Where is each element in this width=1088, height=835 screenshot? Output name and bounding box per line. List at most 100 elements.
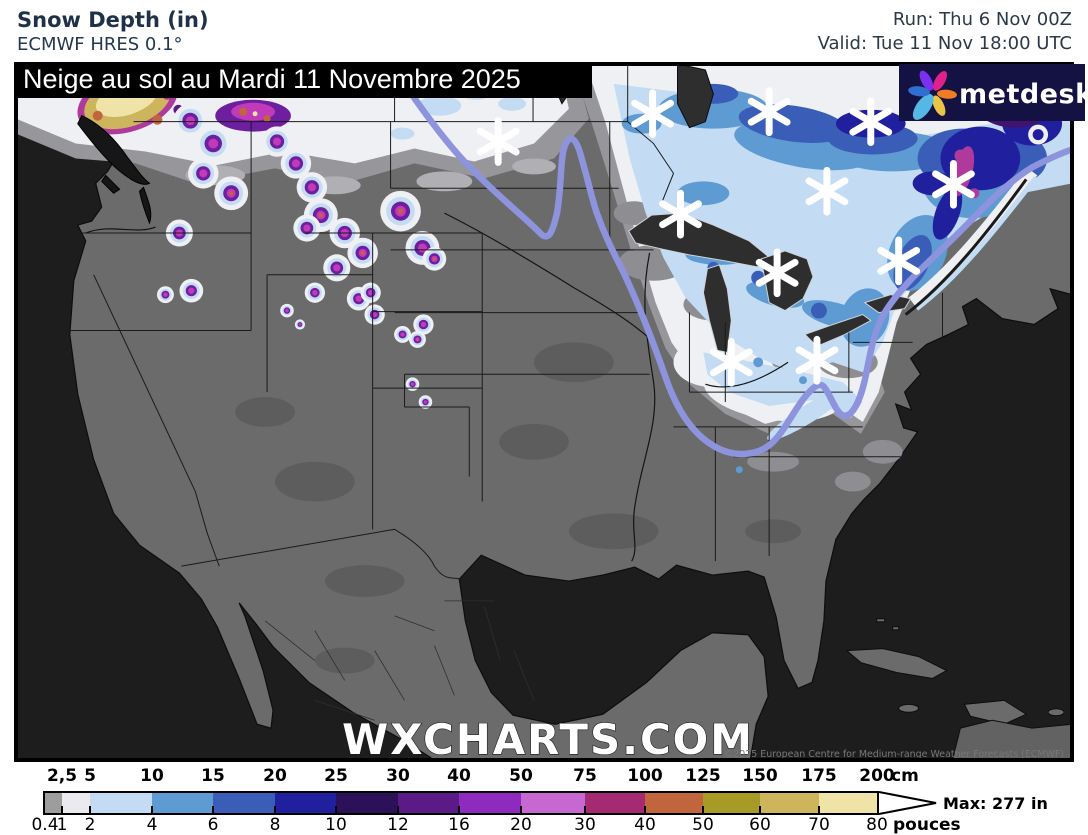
legend-tick [397, 806, 399, 814]
map-title-banner: Neige au sol au Mardi 11 Novembre 2025 [14, 62, 592, 98]
legend-arrow [878, 791, 937, 815]
snowflake-icon [709, 337, 753, 387]
snow-cluster [307, 183, 316, 192]
legend-in-label: 12 [387, 815, 409, 835]
legend-color-segment [459, 793, 521, 813]
snow-cluster [185, 116, 195, 126]
legend-tick [702, 806, 704, 814]
snow-cluster [163, 292, 168, 297]
legend-tick [61, 806, 63, 814]
snow-cluster [420, 321, 427, 328]
legend-in-label: 30 [574, 815, 596, 835]
legend-tick [212, 806, 214, 814]
snowflake-icon [932, 159, 975, 209]
legend-tick [89, 806, 91, 814]
legend-cm-label: 125 [685, 766, 721, 786]
pacific-coast-detail [77, 115, 152, 225]
state-borders [67, 64, 943, 580]
snow-cluster [228, 191, 234, 196]
snow-cluster [400, 332, 405, 337]
legend-color-segment [90, 793, 152, 813]
snowflake-icon [476, 117, 520, 166]
legend-color-segment [819, 793, 877, 813]
legend-cm-label: 2,5 [46, 766, 78, 786]
snowflake-icon [747, 87, 791, 137]
legend-tick [335, 806, 337, 814]
legend-bar-frame [43, 791, 879, 815]
legend-cm-label: 50 [509, 766, 533, 786]
legend-color-segment [703, 793, 760, 813]
snow-cluster [397, 208, 404, 214]
snow-cluster [298, 323, 302, 326]
legend-in-label: 40 [634, 815, 656, 835]
legend-color-segment [152, 793, 213, 813]
legend-color-segment [275, 793, 336, 813]
lake-michigan [702, 264, 732, 353]
snow-cluster [371, 311, 378, 318]
legend-in-label: 70 [808, 815, 830, 835]
legend-in-label: 1 [56, 815, 68, 835]
snowflake-icon [631, 89, 675, 139]
legend-cm-label: 200 [859, 766, 895, 786]
legend-color-segment [213, 793, 275, 813]
snowflake-icon [659, 189, 702, 239]
legend-tick [644, 806, 646, 814]
legend-in-label: 50 [692, 815, 714, 835]
legend-color-segment [645, 793, 703, 813]
snow-cluster [285, 308, 289, 313]
snow-cluster [367, 290, 374, 296]
snow-cluster [432, 257, 436, 261]
snow-depth-map-svg: WXCHARTS.COM ©2025 European Centre for M… [16, 64, 1072, 760]
snow-cluster [272, 137, 282, 146]
legend-in-label: 10 [325, 815, 347, 835]
legend-tick [584, 806, 586, 814]
metdesk-logo: metdesk [899, 64, 1088, 121]
legend-color-segment [760, 793, 819, 813]
legend-cm-label: 40 [447, 766, 471, 786]
snow-cluster [410, 382, 415, 386]
run-valid-block: Run: Thu 6 Nov 00Z Valid: Tue 11 Nov 18:… [818, 8, 1072, 56]
james-bay [676, 64, 714, 129]
legend-color-segment [45, 793, 62, 813]
snow-cluster [360, 250, 365, 255]
legend-color-segment [336, 793, 398, 813]
legend-cm-label: 75 [573, 766, 597, 786]
copyright-text: ©2025 European Centre for Medium-range W… [724, 749, 1064, 760]
legend-tick [818, 806, 820, 814]
legend-cm-label: 10 [140, 766, 164, 786]
legend-color-segment [585, 793, 645, 813]
snowflake-icon [805, 166, 849, 216]
legend-in-unit: pouces [893, 815, 961, 835]
snow-cluster [291, 159, 300, 168]
weather-map: WXCHARTS.COM ©2025 European Centre for M… [14, 62, 1074, 762]
metdesk-logo-svg: metdesk [908, 70, 1088, 120]
run-time: Run: Thu 6 Nov 00Z [892, 9, 1072, 30]
legend-color-segment [398, 793, 459, 813]
legend-tick [759, 806, 761, 814]
legend-in-label: 16 [448, 815, 470, 835]
legend: 2,5 5 10 15 20 25 30 40 50 75 100 125 150 175 200 0.4 1 2… [0, 762, 1088, 835]
legend-in-label: 0.4 [31, 815, 59, 835]
legend-arrow-head [878, 791, 937, 815]
legend-cm-unit: cm [891, 766, 919, 786]
snowflake-icon [755, 248, 799, 298]
snowflake-icon [849, 97, 893, 147]
model-subtitle: ECMWF HRES 0.1° [17, 34, 183, 55]
metdesk-pinwheel-icon [908, 70, 957, 120]
legend-in-label: 8 [269, 815, 281, 835]
snowflake-markers [476, 87, 975, 387]
terrain-patches [235, 342, 802, 674]
legend-in-label: 4 [146, 815, 158, 835]
legend-cm-label: 20 [263, 766, 287, 786]
legend-tick [151, 806, 153, 814]
legend-tick [274, 806, 276, 814]
legend-in-label: 80 [866, 815, 888, 835]
snow-east [571, 64, 1072, 492]
legend-cm-label: 175 [801, 766, 837, 786]
legend-in-label: 2 [84, 815, 96, 835]
legend-tick [520, 806, 522, 814]
snowflake-icon [877, 236, 921, 286]
legend-color-segment [62, 793, 90, 813]
legend-cm-label: 150 [742, 766, 778, 786]
